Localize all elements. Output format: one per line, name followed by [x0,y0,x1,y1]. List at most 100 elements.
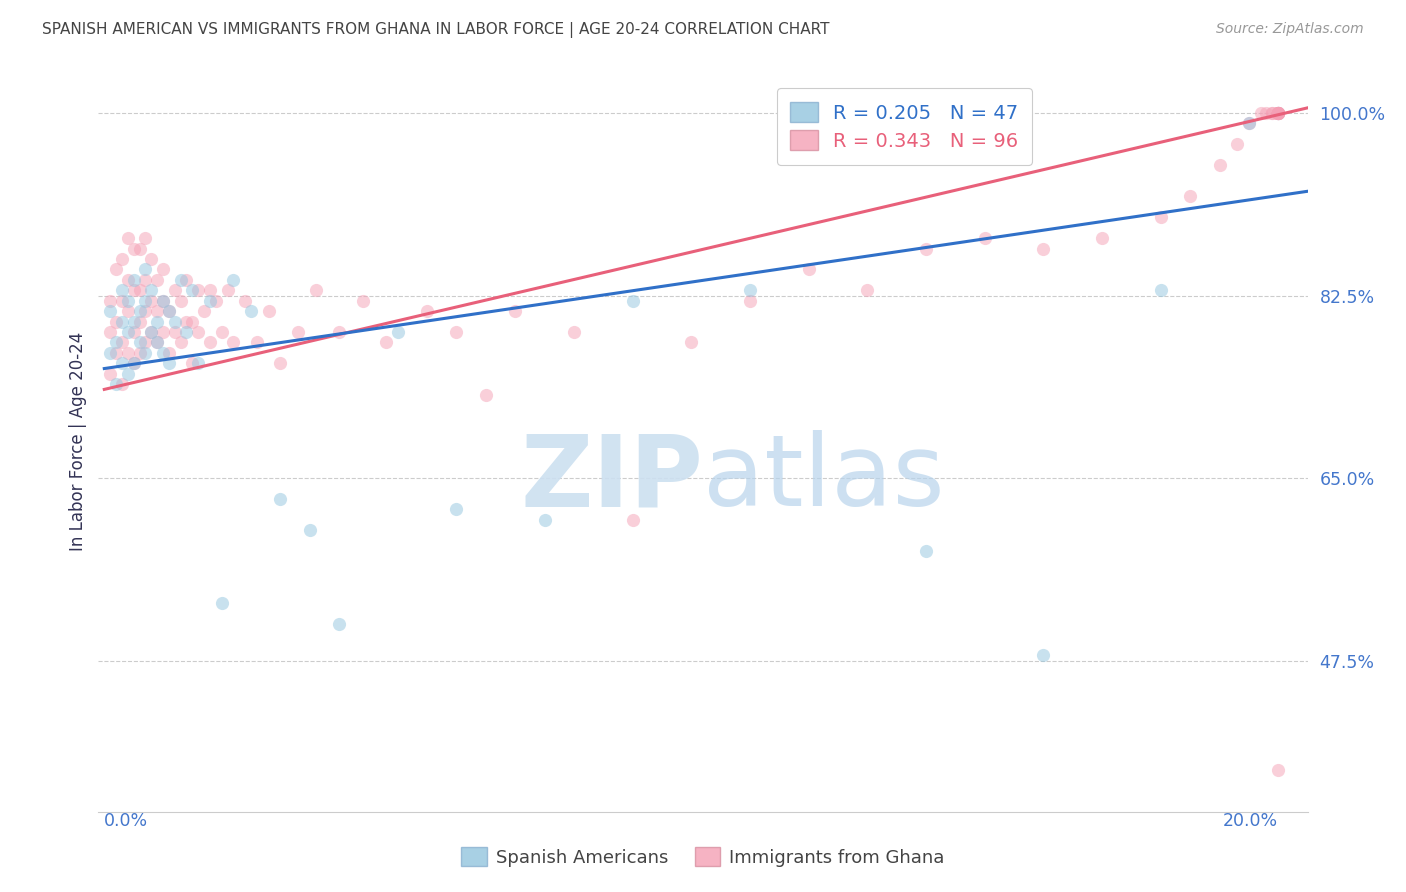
Point [169,293,191,308]
Point [1261,106,1284,120]
Point [128,335,150,350]
Point [1267,106,1289,120]
Point [1267,106,1289,120]
Point [152,293,174,308]
Point [157,346,180,360]
Point [122,325,145,339]
Point [176,325,198,339]
Point [287,325,309,339]
Point [163,283,186,297]
Point [475,387,498,401]
Point [111,252,134,266]
Point [193,304,215,318]
Point [181,315,204,329]
Point [1267,106,1289,120]
Point [246,335,269,350]
Point [117,304,139,318]
Point [222,335,245,350]
Point [1267,106,1289,120]
Point [328,325,350,339]
Point [111,315,134,329]
Text: 20.0%: 20.0% [1223,812,1278,830]
Point [181,356,204,370]
Point [375,335,398,350]
Point [152,293,174,308]
Point [738,283,761,297]
Text: Source: ZipAtlas.com: Source: ZipAtlas.com [1216,22,1364,37]
Point [1226,137,1249,152]
Point [187,325,209,339]
Point [198,283,221,297]
Point [105,377,128,392]
Point [105,346,128,360]
Point [856,283,879,297]
Point [169,335,191,350]
Point [204,293,226,308]
Point [117,293,139,308]
Point [562,325,585,339]
Point [134,231,156,245]
Point [146,335,169,350]
Point [117,367,139,381]
Point [738,293,761,308]
Point [146,315,169,329]
Point [141,252,163,266]
Point [328,617,350,632]
Point [152,325,174,339]
Point [128,304,150,318]
Point [1208,158,1230,172]
Point [98,346,121,360]
Point [1237,116,1260,130]
Point [111,283,134,297]
Point [117,231,139,245]
Point [198,293,221,308]
Point [146,335,169,350]
Point [211,325,233,339]
Point [134,346,156,360]
Point [122,283,145,297]
Point [176,273,198,287]
Point [198,335,221,350]
Point [141,325,163,339]
Point [1091,231,1114,245]
Point [134,273,156,287]
Point [181,283,204,297]
Point [915,242,938,256]
Point [134,304,156,318]
Point [446,325,468,339]
Point [503,304,526,318]
Point [98,325,121,339]
Point [211,596,233,610]
Point [122,273,145,287]
Point [187,356,209,370]
Point [157,304,180,318]
Point [233,293,256,308]
Point [240,304,263,318]
Point [128,242,150,256]
Point [128,283,150,297]
Point [269,356,291,370]
Point [117,273,139,287]
Point [1180,189,1202,203]
Point [416,304,439,318]
Point [141,293,163,308]
Point [304,283,326,297]
Point [621,293,644,308]
Point [1267,763,1289,777]
Point [141,283,163,297]
Point [111,293,134,308]
Point [352,293,374,308]
Point [1032,648,1054,663]
Point [98,304,121,318]
Point [122,315,145,329]
Point [1267,106,1289,120]
Point [187,283,209,297]
Point [146,273,169,287]
Point [169,273,191,287]
Point [1267,106,1289,120]
Point [122,356,145,370]
Point [111,356,134,370]
Point [134,293,156,308]
Legend: R = 0.205   N = 47, R = 0.343   N = 96: R = 0.205 N = 47, R = 0.343 N = 96 [776,88,1032,164]
Point [176,315,198,329]
